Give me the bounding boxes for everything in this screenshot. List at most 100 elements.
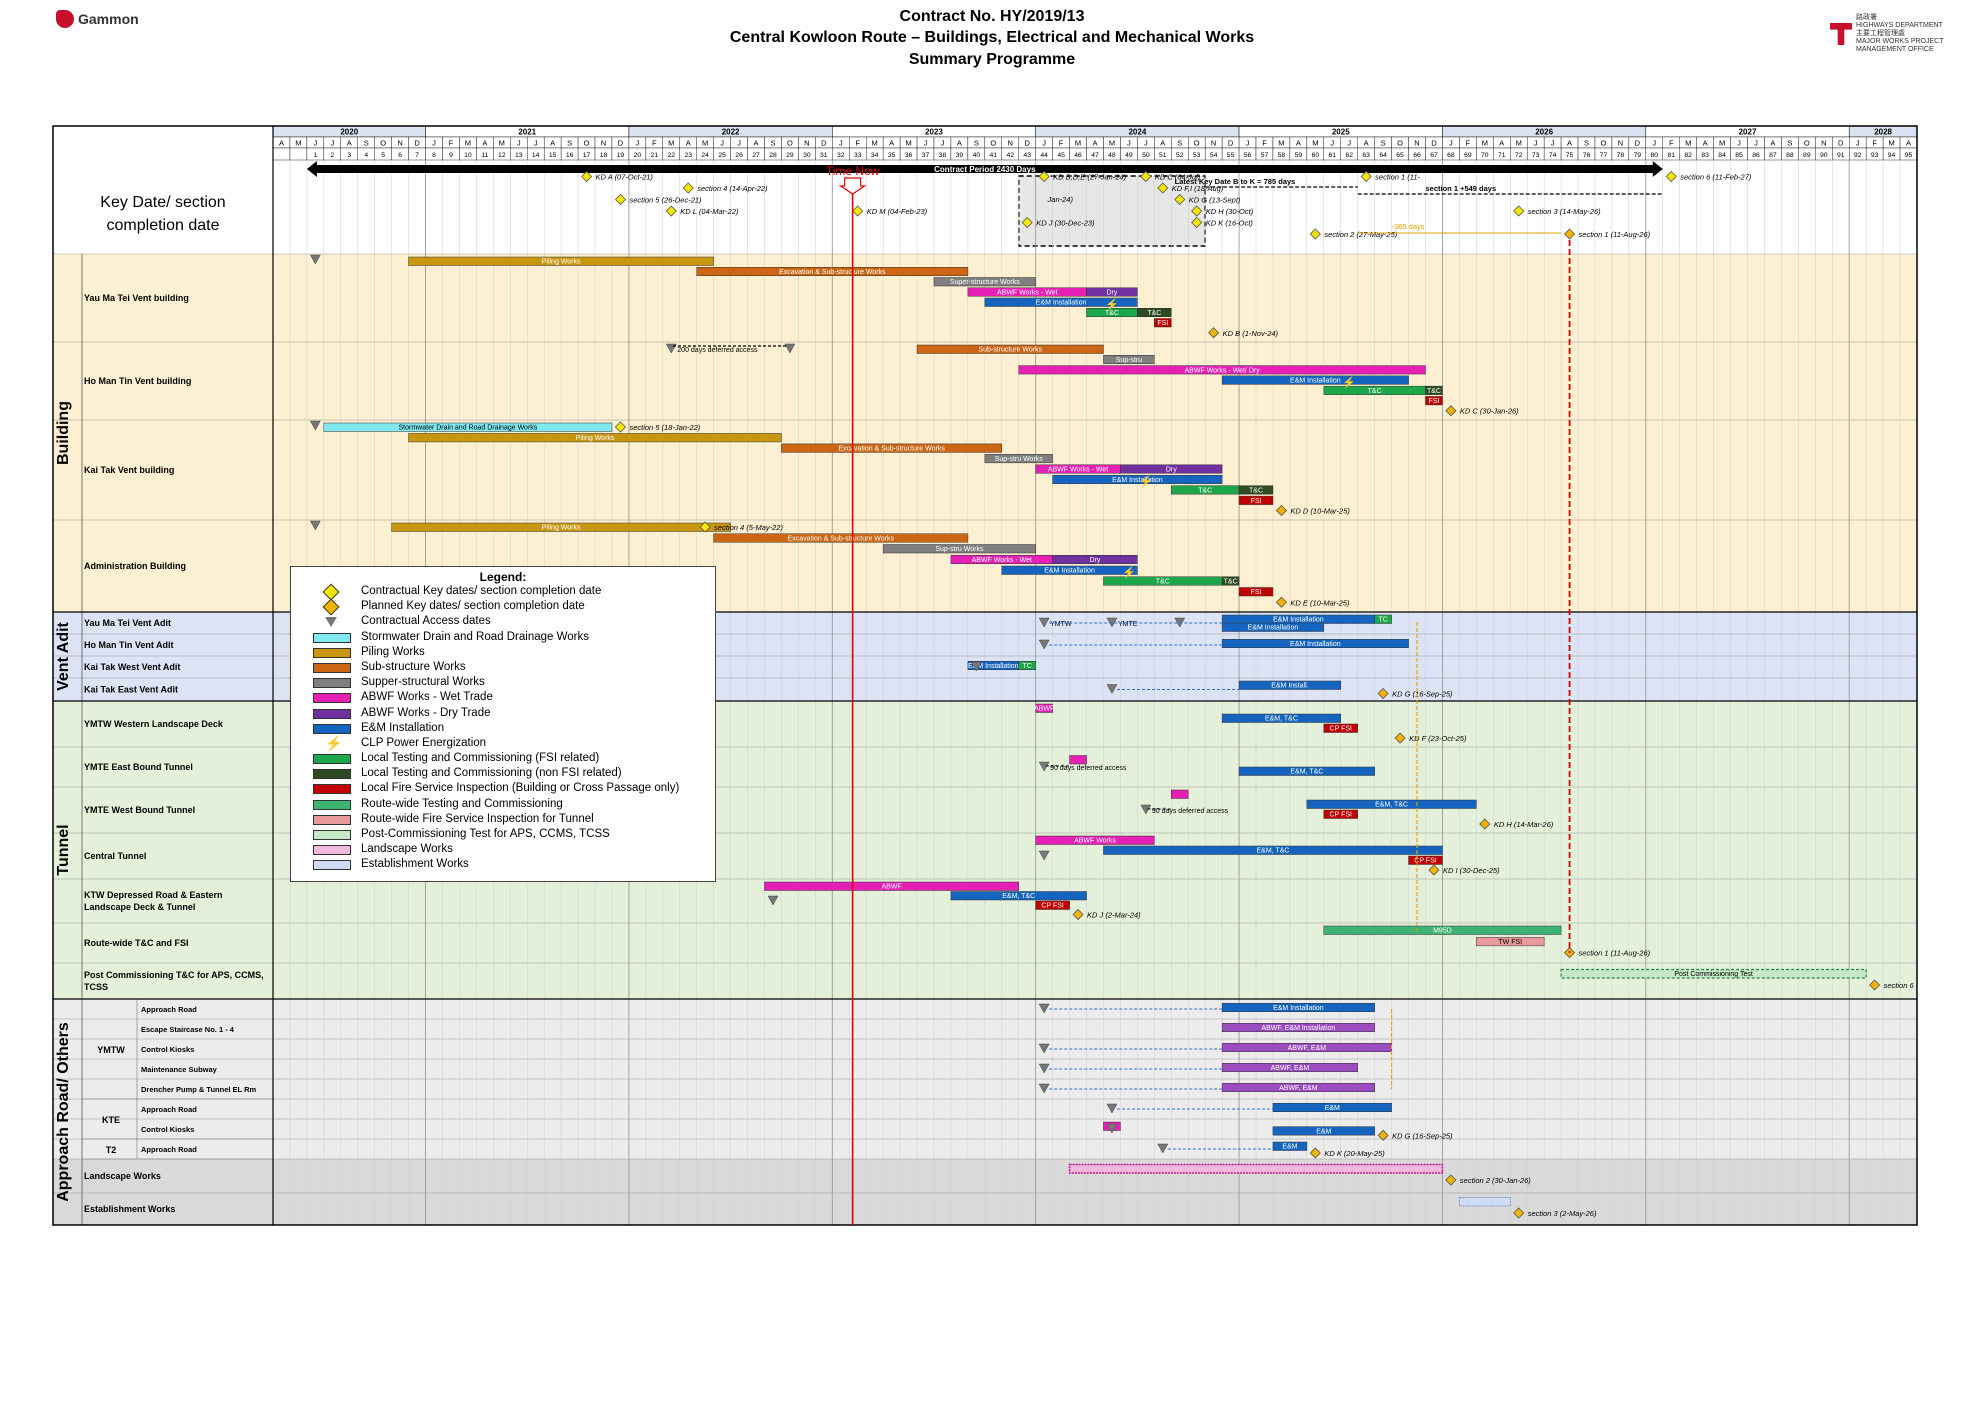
gantt-bar xyxy=(1221,622,1325,632)
access-date-triangle xyxy=(1038,1083,1050,1094)
legend-label: Local Testing and Commissioning (non FSI… xyxy=(361,767,622,780)
bar-label: E&M xyxy=(1316,1128,1331,1135)
month-letter: A xyxy=(1364,139,1369,148)
lightning-bolt-icon: ⚡ xyxy=(1105,298,1119,311)
year-label: 2021 xyxy=(518,128,536,137)
gantt-bar xyxy=(1272,1126,1375,1136)
month-letter: J xyxy=(1042,139,1046,148)
month-number: 31 xyxy=(820,152,828,159)
bar-label: T&C xyxy=(1147,310,1161,317)
month-letter: J xyxy=(941,139,945,148)
row-label: Escape Staircase No. 1 - 4 xyxy=(141,1025,235,1034)
month-number: 13 xyxy=(515,152,523,159)
milestone-diamond xyxy=(1513,205,1525,217)
milestone-diamond xyxy=(1360,170,1372,183)
year-label: 2022 xyxy=(722,128,740,137)
month-number: 67 xyxy=(1430,152,1438,159)
milestone-diamond xyxy=(1377,687,1389,700)
bar-label: T&C xyxy=(1368,388,1382,395)
month-letter: F xyxy=(1059,139,1064,148)
lightning-bolt-icon: ⚡ xyxy=(325,734,343,751)
gantt-bar xyxy=(1052,555,1138,564)
month-letter: F xyxy=(855,139,860,148)
row-label: Control Kiosks xyxy=(141,1045,194,1054)
company-name: Gammon xyxy=(78,11,139,27)
month-letter: D xyxy=(821,139,827,148)
access-date-triangle xyxy=(309,254,321,265)
group-label: Approach Road/ Others xyxy=(55,1022,72,1202)
client-line: 路政署 xyxy=(1856,14,1877,21)
access-date-triangle xyxy=(784,343,796,354)
legend-label: Local Fire Service Inspection (Building … xyxy=(361,782,680,795)
milestone-diamond xyxy=(580,170,593,183)
gantt-bar xyxy=(1035,900,1070,910)
bar-label: M95D xyxy=(1433,928,1452,935)
gantt-bar xyxy=(882,544,1036,554)
month-letter: J xyxy=(924,139,928,148)
month-letter: M xyxy=(499,139,505,148)
row-label: Approach Road xyxy=(141,1005,197,1014)
month-letter: J xyxy=(432,139,436,148)
client-line: 主要工程管理處 xyxy=(1856,30,1905,37)
legend-label: Piling Works xyxy=(361,645,425,658)
month-letter: S xyxy=(1177,139,1182,148)
gantt-bar xyxy=(1374,614,1392,624)
bar-label: Sup-stru xyxy=(1116,357,1143,364)
month-letter: F xyxy=(1262,139,1267,148)
bar-label: Sub-structure Works xyxy=(978,347,1042,354)
gantt-bar xyxy=(933,277,1036,287)
milestone-label: section 6 xyxy=(1884,981,1915,990)
bar-label: FSI xyxy=(1157,320,1168,327)
bar-label: E&M, T&C xyxy=(1256,848,1289,855)
month-number: 26 xyxy=(735,152,743,159)
access-date-triangle xyxy=(1038,1063,1050,1074)
month-letter: J xyxy=(1534,139,1538,148)
gantt-bar xyxy=(713,533,969,543)
month-number: 46 xyxy=(1074,152,1082,159)
contract-period-arrowhead xyxy=(1652,161,1663,177)
row-label: YMTW Western Landscape Deck xyxy=(84,719,224,729)
subgroup-label: YMTW xyxy=(97,1045,125,1055)
milestone-label: section 2 (27-May-25) xyxy=(1324,230,1397,239)
month-letter: J xyxy=(1754,139,1758,148)
legend-label: Planned Key dates/ section completion da… xyxy=(361,600,585,613)
month-letter: J xyxy=(313,139,317,148)
highways-department-logo: 路政署 HIGHWAYS DEPARTMENT 主要工程管理處 MAJOR WO… xyxy=(1830,14,1946,54)
gantt-bar xyxy=(916,344,1104,354)
month-letter: A xyxy=(1567,139,1572,148)
row-label: Administration Building xyxy=(84,561,186,571)
month-letter: O xyxy=(990,139,996,148)
bar-label: E&M, T&C xyxy=(1375,802,1408,809)
bar-label: Piling Works xyxy=(542,525,581,532)
bar-label: Excavation & Sub-structure Works xyxy=(788,535,895,542)
legend-swatch xyxy=(313,799,351,810)
month-letter: A xyxy=(1770,139,1775,148)
month-number: 92 xyxy=(1854,152,1862,159)
month-letter: O xyxy=(787,139,793,148)
milestone-label: section 5 (26-Dec-21) xyxy=(629,196,702,205)
month-letter: A xyxy=(686,139,691,148)
gantt-bar xyxy=(1086,287,1138,297)
month-number: 14 xyxy=(532,152,540,159)
bar-label: E&M Installation xyxy=(1290,378,1341,385)
month-number: 19 xyxy=(617,152,625,159)
month-letter: M xyxy=(1719,139,1725,148)
milestone-diamond xyxy=(682,182,694,194)
month-letter: M xyxy=(1109,139,1115,148)
month-letter: A xyxy=(1906,139,1911,148)
bar-label: E&M Installation xyxy=(1248,625,1299,632)
gantt-bar xyxy=(1272,1141,1308,1151)
gantt-bar xyxy=(1476,937,1545,947)
bar-label: E&M, T&C xyxy=(1265,716,1298,723)
milestone-label: KD J (30-Dec-23) xyxy=(1036,219,1095,228)
month-letter: J xyxy=(737,139,741,148)
month-number: 33 xyxy=(854,152,862,159)
row-label: Approach Road xyxy=(141,1105,197,1114)
annotation-text: section 1 +549 days xyxy=(1425,184,1496,193)
bar-label: Piling Works xyxy=(576,435,615,442)
gantt-bar xyxy=(1221,1003,1375,1012)
month-number: 80 xyxy=(1651,152,1659,159)
month-letter: A xyxy=(957,139,962,148)
milestone-diamond xyxy=(1021,216,1033,229)
month-letter: J xyxy=(1144,139,1148,148)
